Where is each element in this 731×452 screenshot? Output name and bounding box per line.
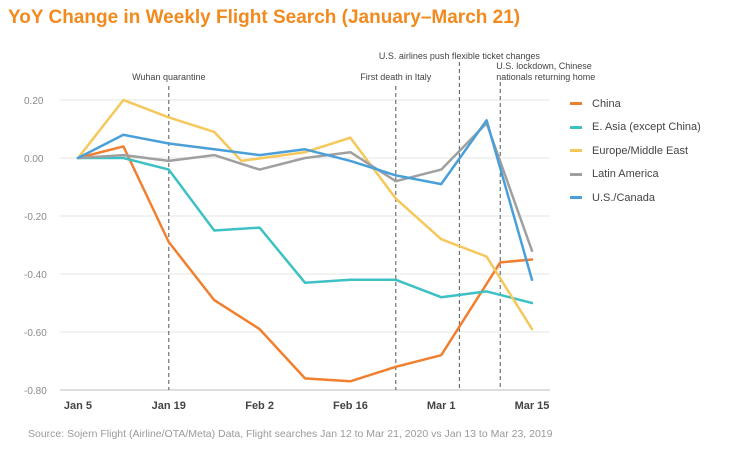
legend-label: Latin America xyxy=(592,168,659,181)
legend-item: Latin America xyxy=(570,163,701,187)
x-tick-label: Jan 19 xyxy=(152,400,186,412)
legend-item: Europe/Middle East xyxy=(570,139,701,163)
legend-swatch xyxy=(570,196,582,200)
annotation-label: Wuhan quarantine xyxy=(132,72,205,82)
x-tick-label: Feb 16 xyxy=(333,400,368,412)
legend-swatch xyxy=(570,149,582,153)
source-note: Source: Sojern Flight (Airline/OTA/Meta)… xyxy=(28,428,553,440)
legend-swatch xyxy=(570,172,582,176)
legend-swatch xyxy=(570,125,582,129)
series-line xyxy=(76,121,534,253)
legend-label: E. Asia (except China) xyxy=(592,121,701,134)
gridlines xyxy=(60,99,550,391)
legend-label: U.S./Canada xyxy=(592,191,655,204)
series-line xyxy=(76,98,534,331)
series-line xyxy=(76,145,534,383)
legend: China E. Asia (except China) Europe/Middle… xyxy=(570,92,701,210)
legend-label: Europe/Middle East xyxy=(592,144,688,157)
legend-item: E. Asia (except China) xyxy=(570,116,701,140)
x-tick-label: Mar 15 xyxy=(515,400,550,412)
y-axis-ticks: 0.20 0.00 -0.20 -0.40 -0.60 -0.80 xyxy=(24,96,47,397)
data-series xyxy=(76,98,534,383)
x-tick-label: Mar 1 xyxy=(427,400,456,412)
annotation-label: nationals returning home xyxy=(496,72,595,82)
series-line xyxy=(76,156,534,305)
y-tick-label: -0.40 xyxy=(24,270,47,281)
chart-title: YoY Change in Weekly Flight Search (Janu… xyxy=(8,7,521,28)
series-line xyxy=(76,119,534,282)
y-tick-label: -0.80 xyxy=(24,386,47,397)
annotation-label: U.S. airlines push flexible ticket chang… xyxy=(379,51,541,61)
y-tick-label: 0.00 xyxy=(24,154,44,165)
x-tick-label: Jan 5 xyxy=(64,400,92,412)
y-tick-label: -0.60 xyxy=(24,328,47,339)
y-tick-label: -0.20 xyxy=(24,212,47,223)
legend-item: U.S./Canada xyxy=(570,186,701,210)
legend-label: China xyxy=(592,97,621,110)
x-tick-label: Feb 2 xyxy=(245,400,274,412)
annotation-label: First death in Italy xyxy=(360,72,432,82)
legend-item: China xyxy=(570,92,701,116)
legend-swatch xyxy=(570,102,582,106)
y-tick-label: 0.20 xyxy=(24,96,44,107)
x-axis-ticks: Jan 5 Jan 19 Feb 2 Feb 16 Mar 1 Mar 15 xyxy=(64,400,550,412)
annotation-label: U.S. lockdown, Chinese xyxy=(496,61,592,71)
event-annotations: Wuhan quarantine First death in Italy U.S.… xyxy=(132,51,595,390)
